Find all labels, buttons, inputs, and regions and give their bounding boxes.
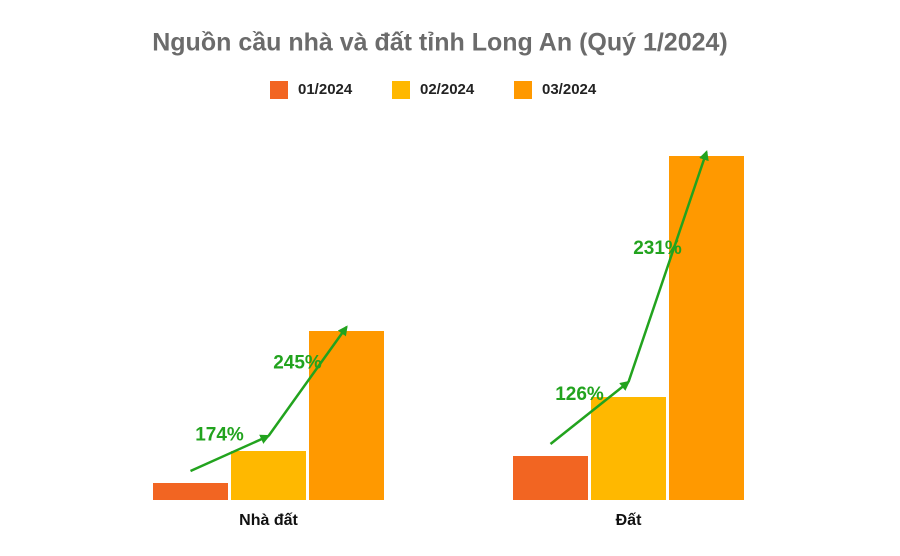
bar	[153, 483, 228, 500]
bar	[309, 331, 384, 500]
x-tick-label: Nhà đất	[239, 512, 298, 529]
chart-title: Nguồn cầu nhà và đất tỉnh Long An (Quý 1…	[152, 29, 728, 57]
bar	[591, 397, 666, 500]
growth-label: 174%	[195, 425, 244, 446]
bar	[231, 451, 306, 500]
legend-label: 02/2024	[420, 81, 475, 98]
growth-arrow	[189, 434, 271, 473]
bar	[513, 456, 588, 500]
growth-arrow	[549, 380, 631, 445]
legend-swatch	[392, 81, 410, 99]
legend-label: 03/2024	[542, 81, 597, 98]
legend-label: 01/2024	[298, 81, 353, 98]
growth-arrow	[627, 150, 709, 383]
legend-swatch	[270, 81, 288, 99]
growth-label: 231%	[633, 238, 682, 259]
x-tick-label: Đất	[616, 512, 642, 529]
legend-swatch	[514, 81, 532, 99]
growth-label: 245%	[273, 353, 322, 374]
growth-label: 126%	[555, 384, 604, 405]
bar	[669, 156, 744, 500]
growth-arrow	[267, 325, 348, 437]
